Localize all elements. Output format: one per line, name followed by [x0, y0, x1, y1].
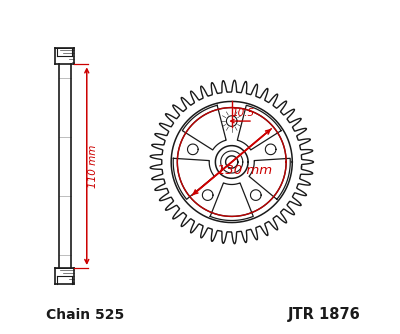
Text: 10.5: 10.5 [232, 109, 255, 119]
Text: 130 mm: 130 mm [217, 164, 272, 177]
Text: JTR 1876: JTR 1876 [288, 307, 360, 322]
Text: Chain 525: Chain 525 [46, 308, 125, 322]
Text: 110 mm: 110 mm [88, 145, 98, 188]
